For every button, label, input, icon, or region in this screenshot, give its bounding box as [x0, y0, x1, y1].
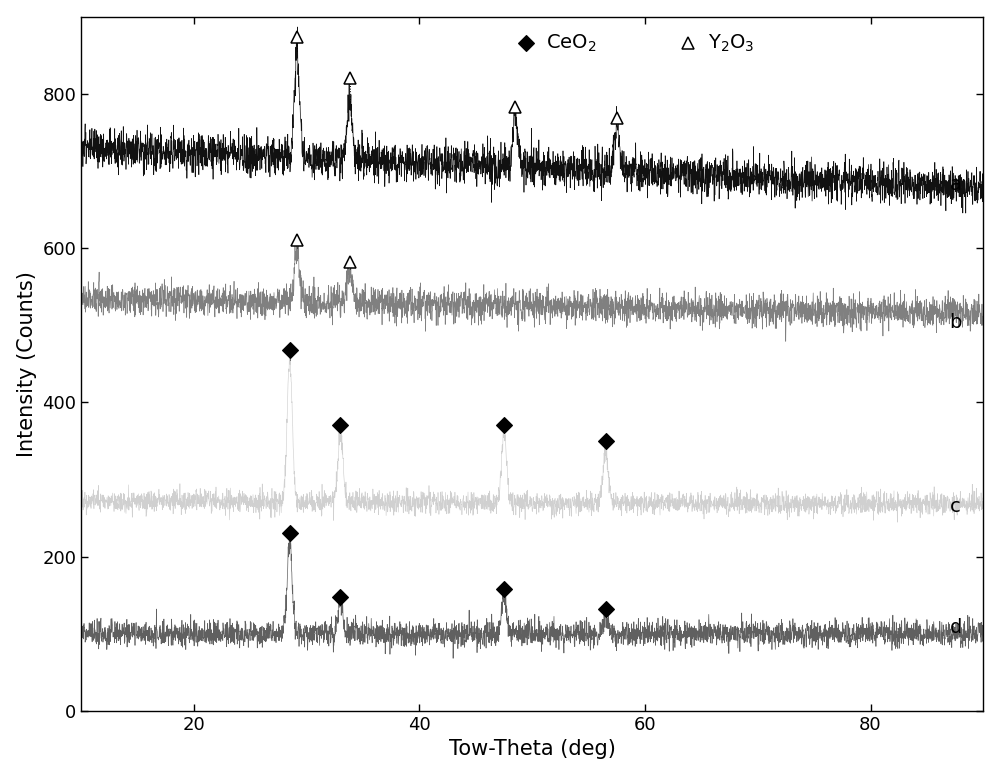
- Y-axis label: Intensity (Counts): Intensity (Counts): [17, 271, 37, 457]
- Text: c: c: [949, 497, 960, 516]
- Text: b: b: [949, 314, 962, 332]
- X-axis label: Tow-Theta (deg): Tow-Theta (deg): [449, 740, 616, 760]
- Text: d: d: [949, 618, 962, 637]
- Text: CeO$_2$: CeO$_2$: [546, 33, 596, 54]
- Text: Y$_2$O$_3$: Y$_2$O$_3$: [708, 33, 755, 54]
- Text: a: a: [949, 175, 961, 194]
